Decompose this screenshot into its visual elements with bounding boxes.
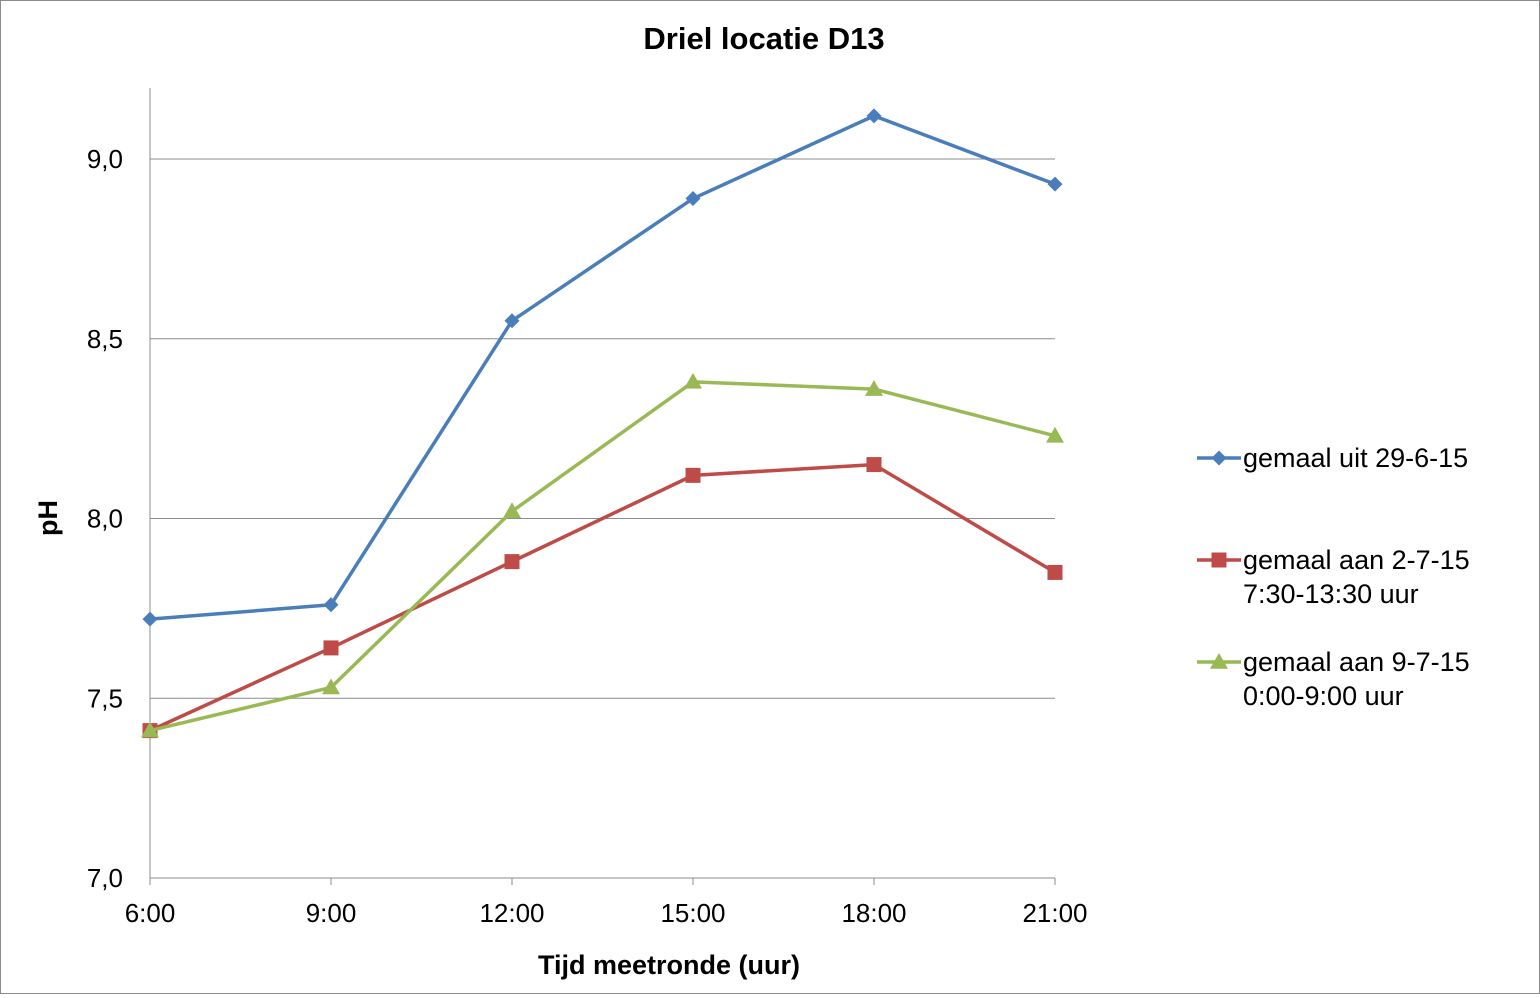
- data-point: [323, 640, 339, 656]
- legend-marker: [1211, 450, 1227, 466]
- legend-marker: [1210, 653, 1228, 669]
- y-tick-label: 8,5: [87, 324, 123, 354]
- y-tick-labels: 7,0 7,5 8,0 8,5 9,0: [87, 144, 123, 893]
- data-point: [685, 467, 701, 483]
- series-line: [149, 462, 1056, 733]
- series-2: [142, 457, 1063, 739]
- data-point: [141, 721, 159, 738]
- data-point: [322, 678, 340, 695]
- legend-label: gemaal aan 9-7-15: [1243, 647, 1470, 677]
- x-tick-label: 18:00: [841, 898, 906, 928]
- data-point: [684, 372, 702, 389]
- legend-label: gemaal aan 2-7-15: [1243, 545, 1470, 575]
- series-line: [149, 380, 1056, 733]
- data-point: [142, 611, 158, 627]
- chart-title: Driel locatie D13: [643, 21, 884, 56]
- y-tick-label: 8,0: [87, 504, 123, 534]
- legend: gemaal uit 29-6-15 gemaal aan 2-7-15 7:30-…: [1197, 443, 1470, 711]
- x-tick-label: 9:00: [306, 898, 357, 928]
- data-point: [866, 457, 882, 473]
- series-line: [149, 114, 1056, 621]
- legend-label: gemaal uit 29-6-15: [1243, 443, 1468, 473]
- x-tick-label: 15:00: [660, 898, 725, 928]
- data-point: [503, 502, 521, 519]
- legend-marker: [1211, 552, 1227, 568]
- data-point: [1047, 176, 1063, 192]
- legend-item-1: gemaal uit 29-6-15: [1197, 443, 1468, 473]
- y-tick-label: 9,0: [87, 144, 123, 174]
- data-point: [866, 108, 882, 124]
- data-point: [504, 554, 520, 570]
- x-tick-labels: 6:00 9:00 12:00 15:00 18:00 21:00: [125, 898, 1088, 928]
- legend-item-3: gemaal aan 9-7-15 0:00-9:00 uur: [1197, 647, 1470, 711]
- series-group: [141, 108, 1064, 739]
- data-point: [865, 380, 883, 396]
- y-axis-title: pH: [33, 500, 63, 536]
- data-point: [1047, 564, 1063, 580]
- x-tick-label: 21:00: [1022, 898, 1087, 928]
- series-3: [141, 372, 1064, 738]
- axes: [149, 88, 1056, 885]
- data-point: [504, 313, 520, 329]
- legend-label: 7:30-13:30 uur: [1243, 579, 1419, 609]
- x-tick-label: 12:00: [479, 898, 544, 928]
- data-point: [685, 191, 701, 207]
- gridlines: [150, 158, 1055, 699]
- y-tick-label: 7,0: [87, 863, 123, 893]
- x-tick-label: 6:00: [125, 898, 176, 928]
- series-1: [142, 108, 1063, 627]
- legend-label: 0:00-9:00 uur: [1243, 681, 1404, 711]
- x-axis-title: Tijd meetronde (uur): [538, 950, 800, 980]
- data-point: [1046, 426, 1064, 443]
- legend-item-2: gemaal aan 2-7-15 7:30-13:30 uur: [1197, 545, 1470, 609]
- y-tick-label: 7,5: [87, 683, 123, 713]
- data-point: [323, 597, 339, 613]
